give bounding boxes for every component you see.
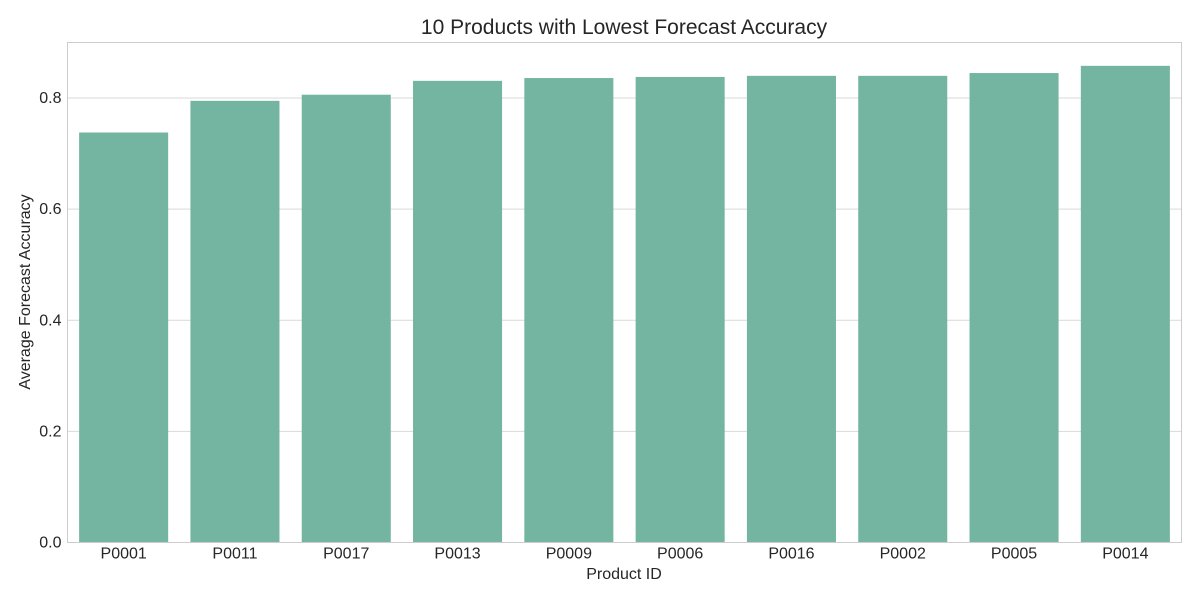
bar-p0013 [413,80,503,543]
y-tick-label: 0.2 [39,423,61,440]
y-axis-ticks: 0.0 0.2 0.4 0.6 0.8 [39,90,61,551]
x-tick-label: P0011 [212,546,257,563]
bar-p0006 [635,76,725,543]
bar-p0016 [746,75,836,543]
x-tick-label: P0006 [657,546,703,563]
bar-p0011 [190,100,280,543]
bar-p0001 [79,132,169,543]
bar-p0009 [524,78,614,543]
x-tick-label: P0016 [768,546,814,563]
x-tick-label: P0005 [991,546,1037,563]
y-tick-label: 0.8 [39,90,61,107]
y-tick-label: 0.0 [39,535,61,552]
x-tick-label: P0017 [323,546,369,563]
y-axis-label: Average Forecast Accuracy [17,194,34,389]
x-tick-label: P0001 [101,546,147,563]
x-tick-label: P0002 [880,546,926,563]
x-tick-label: P0013 [434,546,480,563]
plot-frame [67,42,1182,543]
x-tick-label: P0014 [1102,546,1148,563]
x-axis-ticks: P0001 P0011 P0017 P0013 P0009 P0006 P0016 P0002… [101,546,1149,563]
bar-p0017 [301,94,391,543]
y-tick-label: 0.4 [39,312,61,329]
x-axis-label: Product ID [586,566,662,583]
chart-title: 10 Products with Lowest Forecast Accurac… [421,16,828,39]
bar-p0002 [858,75,948,543]
bars [79,65,1170,543]
bar-p0014 [1080,65,1170,543]
x-tick-label: P0009 [546,546,592,563]
bar-p0005 [969,73,1059,543]
y-tick-label: 0.6 [39,201,61,218]
